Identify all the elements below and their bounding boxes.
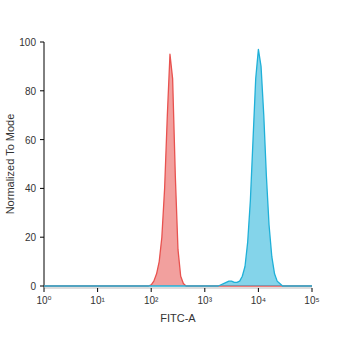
y-tick [40, 90, 44, 91]
x-tick-label: 10⁵ [304, 295, 319, 306]
y-axis-line [44, 42, 45, 288]
y-tick-label: 0 [30, 281, 36, 292]
y-tick-label: 100 [19, 37, 36, 48]
x-tick [204, 288, 205, 292]
x-tick-label: 10³ [198, 295, 213, 306]
x-axis-title: FITC-A [160, 312, 196, 324]
chart: 0 20 40 60 80 100 10⁰ 10¹ 10² 10³ 10⁴ 10⁵ FITC-A Norm… [0, 0, 350, 342]
x-tick-label: 10⁴ [251, 295, 266, 306]
y-tick-label: 80 [25, 86, 37, 97]
x-tick-label: 10² [144, 295, 159, 306]
x-tick-label: 10⁰ [36, 295, 51, 306]
y-axis-title: Normalized To Mode [4, 114, 16, 215]
y-tick [40, 188, 44, 189]
x-tick [151, 288, 152, 292]
series-line [44, 49, 312, 286]
y-tick [40, 286, 44, 287]
y-tick-label: 60 [25, 135, 37, 146]
area-fill [44, 49, 312, 286]
y-tick [40, 139, 44, 140]
y-tick-label: 20 [25, 232, 37, 243]
y-tick [40, 237, 44, 238]
y-tick [40, 42, 44, 43]
y-tick-label: 40 [25, 183, 37, 194]
x-tick [44, 288, 45, 292]
axes: 0 20 40 60 80 100 10⁰ 10¹ 10² 10³ 10⁴ 10⁵ [19, 37, 319, 306]
x-tick [312, 288, 313, 292]
x-tick [97, 288, 98, 292]
plot-area [44, 49, 312, 286]
x-tick-label: 10¹ [90, 295, 105, 306]
x-tick [258, 288, 259, 292]
x-axis-line [44, 288, 312, 289]
